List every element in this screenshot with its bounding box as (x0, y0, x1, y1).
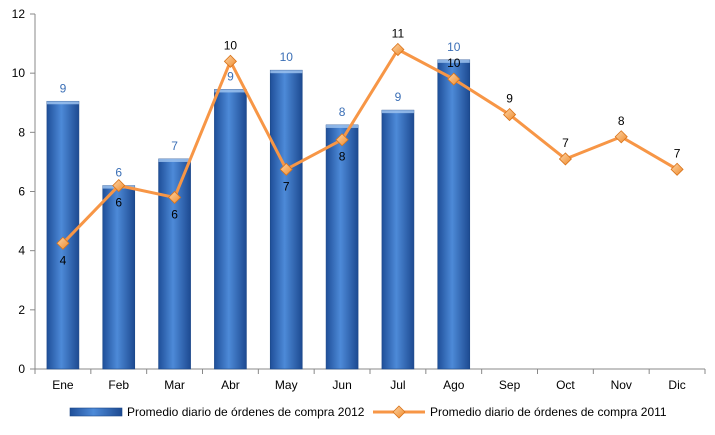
bar (269, 69, 303, 370)
y-tick-label: 2 (18, 303, 25, 317)
legend-marker (392, 405, 406, 419)
bar-top-highlight (270, 70, 303, 74)
line-marker (670, 162, 684, 176)
line-marker (558, 152, 572, 166)
line-marker (335, 133, 349, 147)
x-tick-label: May (275, 378, 298, 392)
bar-data-label: 10 (280, 50, 294, 64)
line-marker (447, 72, 461, 86)
x-tick-label: Nov (611, 378, 632, 392)
line-data-label: 8 (618, 114, 625, 128)
legend-label-bar: Promedio diario de órdenes de compra 201… (127, 405, 365, 419)
line-data-label: 9 (506, 92, 513, 106)
bar-top-highlight (437, 59, 470, 63)
bar-top-highlight (158, 158, 191, 162)
line-marker (112, 179, 126, 193)
y-tick-label: 12 (12, 7, 26, 21)
x-tick-label: Jun (332, 378, 351, 392)
bar (437, 59, 471, 370)
line-data-label: 4 (60, 253, 67, 267)
bar (214, 89, 247, 370)
line-data-label: 10 (224, 38, 238, 52)
bar-top-highlight (326, 124, 359, 128)
bar-data-label: 9 (395, 90, 402, 104)
y-tick-label: 10 (12, 66, 26, 80)
bar (46, 100, 80, 370)
line-data-label: 8 (339, 150, 346, 164)
y-tick-label: 6 (18, 185, 25, 199)
line-marker (168, 190, 182, 204)
line-marker (391, 42, 405, 57)
line-data-label: 7 (674, 146, 681, 160)
x-tick-label: Oct (556, 378, 575, 392)
line-data-label: 6 (171, 207, 178, 221)
legend-swatch-bar (69, 407, 123, 417)
line-marker (614, 130, 628, 144)
y-axis: 0 2 4 6 8 10 12 (12, 7, 36, 376)
bar-data-label: 6 (115, 166, 122, 180)
line-marker (56, 236, 70, 250)
bar (381, 109, 415, 370)
bar-series: 9 6 7 9 10 8 9 10 (46, 40, 471, 370)
bar-data-label: 10 (447, 40, 461, 54)
y-tick-label: 4 (18, 244, 25, 258)
bar (325, 124, 359, 370)
x-tick-label: Ene (52, 378, 74, 392)
bar-data-label: 7 (171, 139, 178, 153)
bar-top-highlight (381, 110, 414, 114)
line-data-label: 7 (562, 136, 569, 150)
bar-data-label: 8 (339, 105, 346, 119)
bar (102, 185, 136, 370)
line-marker (279, 162, 293, 176)
bar (158, 158, 191, 370)
line-marker (503, 108, 517, 122)
x-axis: Ene Feb Mar Abr May Jun Jul Ago Sep Oct Nov Dic (34, 368, 706, 392)
bar-top-highlight (46, 101, 79, 105)
bar-data-label: 9 (60, 81, 67, 95)
legend: Promedio diario de órdenes de compra 201… (69, 405, 667, 419)
x-tick-label: Jul (390, 378, 405, 392)
x-tick-label: Ago (443, 378, 465, 392)
y-tick-label: 0 (18, 362, 25, 376)
x-tick-label: Sep (499, 378, 521, 392)
y-tick-label: 8 (18, 125, 25, 139)
bar-top-highlight (214, 89, 247, 93)
line-data-label: 11 (392, 27, 405, 41)
line-data-label: 10 (447, 56, 461, 70)
legend-label-line: Promedio diario de órdenes de compra 201… (430, 405, 667, 419)
line-data-label: 7 (283, 179, 290, 193)
x-tick-label: Mar (164, 378, 185, 392)
line-marker (223, 54, 237, 68)
line-series: 4 6 6 10 7 8 11 10 9 7 8 7 (56, 27, 684, 267)
series-line (61, 48, 678, 245)
bar-data-label: 9 (227, 69, 234, 83)
x-tick-label: Feb (108, 378, 129, 392)
line-data-label: 6 (115, 196, 122, 210)
x-tick-label: Dic (668, 378, 685, 392)
x-tick-label: Abr (221, 378, 240, 392)
